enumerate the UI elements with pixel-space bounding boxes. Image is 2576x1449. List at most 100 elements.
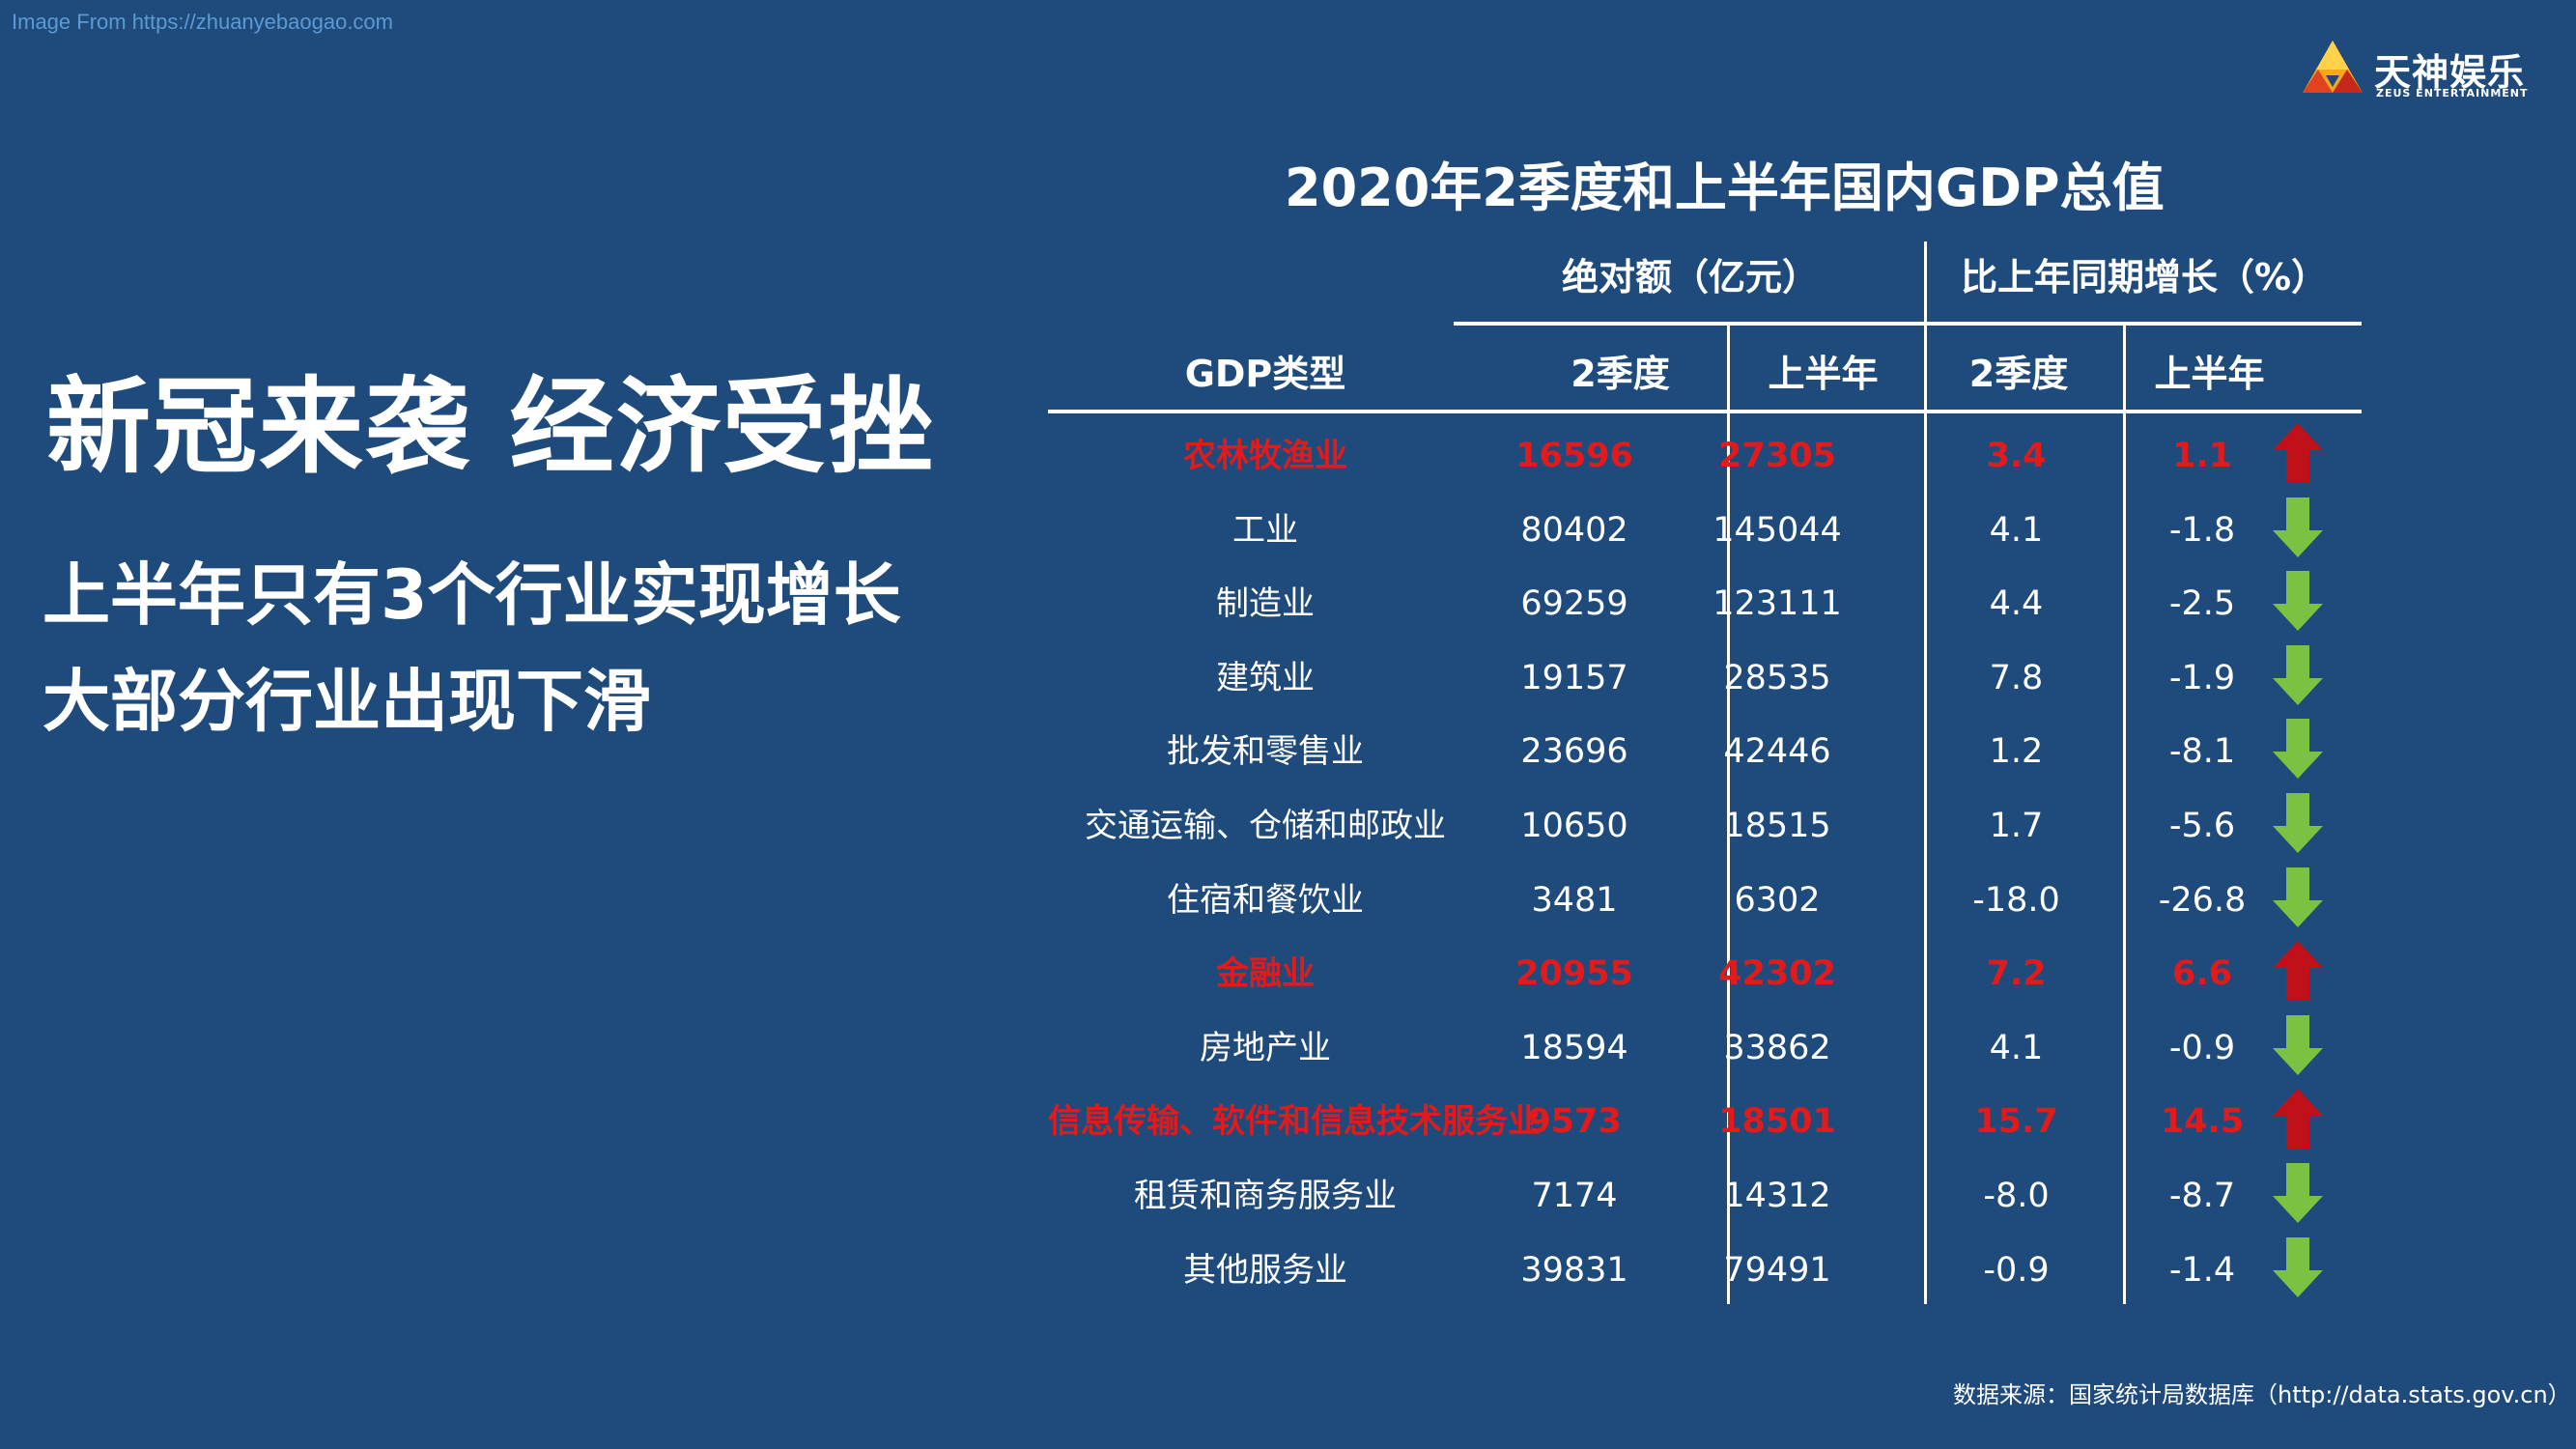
logo-mark-icon xyxy=(2303,41,2363,93)
abs-q2-value: 9573 xyxy=(1527,1102,1622,1142)
source-url-text: Image From https://zhuanyebaogao.com xyxy=(12,10,393,34)
abs-q2-value: 39831 xyxy=(1520,1250,1628,1290)
abs-q2-value: 80402 xyxy=(1520,510,1628,550)
industry-name: 金融业 xyxy=(1216,954,1315,994)
col-divider-1 xyxy=(1727,324,1730,1304)
growth-h1-value: -1.4 xyxy=(2168,1250,2236,1290)
abs-h1-value: 79491 xyxy=(1723,1250,1831,1290)
data-source-note: 数据来源：国家统计局数据库（http://data.stats.gov.cn） xyxy=(1953,1381,2571,1408)
arrow-down-icon xyxy=(2273,644,2323,705)
table-row: 交通运输、仓储和邮政业 10650 18515 1.7 -5.6 xyxy=(1048,789,2362,863)
abs-q2-value: 10650 xyxy=(1520,807,1628,845)
abs-q2-value: 16596 xyxy=(1515,437,1633,475)
growth-q2-value: 15.7 xyxy=(1974,1102,2058,1142)
header-growth-h1: 上半年 xyxy=(2154,353,2265,395)
arrow-up-icon xyxy=(2273,423,2323,483)
arrow-down-icon xyxy=(2273,571,2323,632)
growth-q2-value: -0.9 xyxy=(1983,1250,2050,1290)
industry-name: 建筑业 xyxy=(1216,658,1315,697)
headline: 新冠来袭 经济受挫 xyxy=(46,367,935,488)
industry-name: 农林牧渔业 xyxy=(1183,437,1347,475)
table-row: 批发和零售业 23696 42446 1.2 -8.1 xyxy=(1048,715,2362,788)
growth-h1-value: -26.8 xyxy=(2158,880,2247,920)
growth-h1-value: -1.9 xyxy=(2168,658,2236,697)
growth-q2-value: 4.4 xyxy=(1989,584,2044,624)
growth-h1-value: -5.6 xyxy=(2168,807,2236,845)
arrow-down-icon xyxy=(2273,1236,2323,1297)
header-gdp-type: GDP类型 xyxy=(1184,353,1346,395)
subline-growth: 上半年只有3个行业实现增长 xyxy=(42,555,901,635)
header-abs-q2: 2季度 xyxy=(1571,353,1670,395)
abs-h1-value: 18515 xyxy=(1723,807,1831,845)
abs-h1-value: 27305 xyxy=(1718,437,1836,475)
growth-h1-value: -0.9 xyxy=(2168,1028,2236,1067)
industry-name: 制造业 xyxy=(1216,584,1315,624)
abs-h1-value: 33862 xyxy=(1723,1028,1831,1067)
industry-name: 房地产业 xyxy=(1200,1028,1331,1067)
growth-q2-value: 4.1 xyxy=(1989,1028,2044,1067)
table-row: 制造业 69259 123111 4.4 -2.5 xyxy=(1048,567,2362,640)
brand-logo: 天神娱乐 ZEUS ENTERTAINMENT xyxy=(2299,37,2540,104)
growth-h1-value: -2.5 xyxy=(2168,584,2236,624)
growth-q2-value: 1.2 xyxy=(1989,732,2044,772)
abs-q2-value: 20955 xyxy=(1515,954,1633,994)
growth-h1-value: -8.1 xyxy=(2168,732,2236,772)
industry-name: 信息传输、软件和信息技术服务业 xyxy=(1048,1102,1541,1142)
arrow-down-icon xyxy=(2273,867,2323,927)
growth-q2-value: -8.0 xyxy=(1983,1177,2050,1215)
col-divider-3 xyxy=(2123,324,2126,1304)
abs-h1-value: 28535 xyxy=(1723,658,1831,697)
header-absolute-group: 绝对额（亿元） xyxy=(1561,256,1819,298)
growth-q2-value: 7.8 xyxy=(1989,658,2044,697)
header-divider-lower xyxy=(1048,410,2362,413)
arrow-down-icon xyxy=(2273,1163,2323,1223)
growth-q2-value: 7.2 xyxy=(1986,954,2047,994)
header-abs-h1: 上半年 xyxy=(1768,353,1879,395)
abs-q2-value: 23696 xyxy=(1520,732,1628,772)
header-divider-upper xyxy=(1454,322,2362,326)
logo-subtitle: ZEUS ENTERTAINMENT xyxy=(2376,87,2529,99)
arrow-down-icon xyxy=(2273,793,2323,853)
header-growth-group: 比上年同期增长（%） xyxy=(1960,256,2329,298)
industry-name: 其他服务业 xyxy=(1183,1250,1347,1290)
growth-q2-value: 4.1 xyxy=(1989,510,2044,550)
table-row: 建筑业 19157 28535 7.8 -1.9 xyxy=(1048,641,2362,715)
subline-decline: 大部分行业出现下滑 xyxy=(42,662,651,741)
abs-h1-value: 6302 xyxy=(1734,880,1821,920)
table-row: 工业 80402 145044 4.1 -1.8 xyxy=(1048,494,2362,567)
abs-h1-value: 123111 xyxy=(1713,584,1842,624)
industry-name: 工业 xyxy=(1232,510,1298,550)
arrow-up-icon xyxy=(2273,941,2323,1002)
growth-h1-value: 1.1 xyxy=(2171,437,2232,475)
header-growth-q2: 2季度 xyxy=(1968,353,2069,395)
abs-q2-value: 7174 xyxy=(1531,1177,1618,1215)
growth-h1-value: -1.8 xyxy=(2168,510,2236,550)
abs-h1-value: 145044 xyxy=(1713,510,1842,550)
growth-q2-value: -18.0 xyxy=(1972,880,2060,920)
col-divider-2 xyxy=(1924,242,1927,1304)
industry-name: 住宿和餐饮业 xyxy=(1167,880,1364,920)
growth-h1-value: 6.6 xyxy=(2171,954,2232,994)
table-row: 金融业 20955 42302 7.2 6.6 xyxy=(1048,937,2362,1010)
growth-h1-value: 14.5 xyxy=(2160,1102,2245,1142)
abs-h1-value: 18501 xyxy=(1718,1102,1836,1142)
abs-q2-value: 3481 xyxy=(1531,880,1618,920)
growth-h1-value: -8.7 xyxy=(2168,1177,2236,1215)
abs-h1-value: 42446 xyxy=(1723,732,1831,772)
table-row: 租赁和商务服务业 7174 14312 -8.0 -8.7 xyxy=(1048,1159,2362,1233)
industry-name: 批发和零售业 xyxy=(1167,732,1364,772)
industry-name: 租赁和商务服务业 xyxy=(1134,1177,1397,1215)
logo-name: 天神娱乐 xyxy=(2374,51,2526,94)
industry-name: 交通运输、仓储和邮政业 xyxy=(1085,807,1446,845)
arrow-down-icon xyxy=(2273,1014,2323,1075)
abs-q2-value: 19157 xyxy=(1520,658,1628,697)
table-row: 其他服务业 39831 79491 -0.9 -1.4 xyxy=(1048,1234,2362,1307)
table-row: 住宿和餐饮业 3481 6302 -18.0 -26.8 xyxy=(1048,864,2362,937)
table-title: 2020年2季度和上半年国内GDP总值 xyxy=(1285,157,2165,218)
arrow-down-icon xyxy=(2273,497,2323,557)
abs-q2-value: 18594 xyxy=(1520,1028,1628,1067)
arrow-down-icon xyxy=(2273,719,2323,780)
abs-h1-value: 14312 xyxy=(1723,1177,1831,1215)
abs-q2-value: 69259 xyxy=(1520,584,1628,624)
table-row: 房地产业 18594 33862 4.1 -0.9 xyxy=(1048,1011,2362,1085)
